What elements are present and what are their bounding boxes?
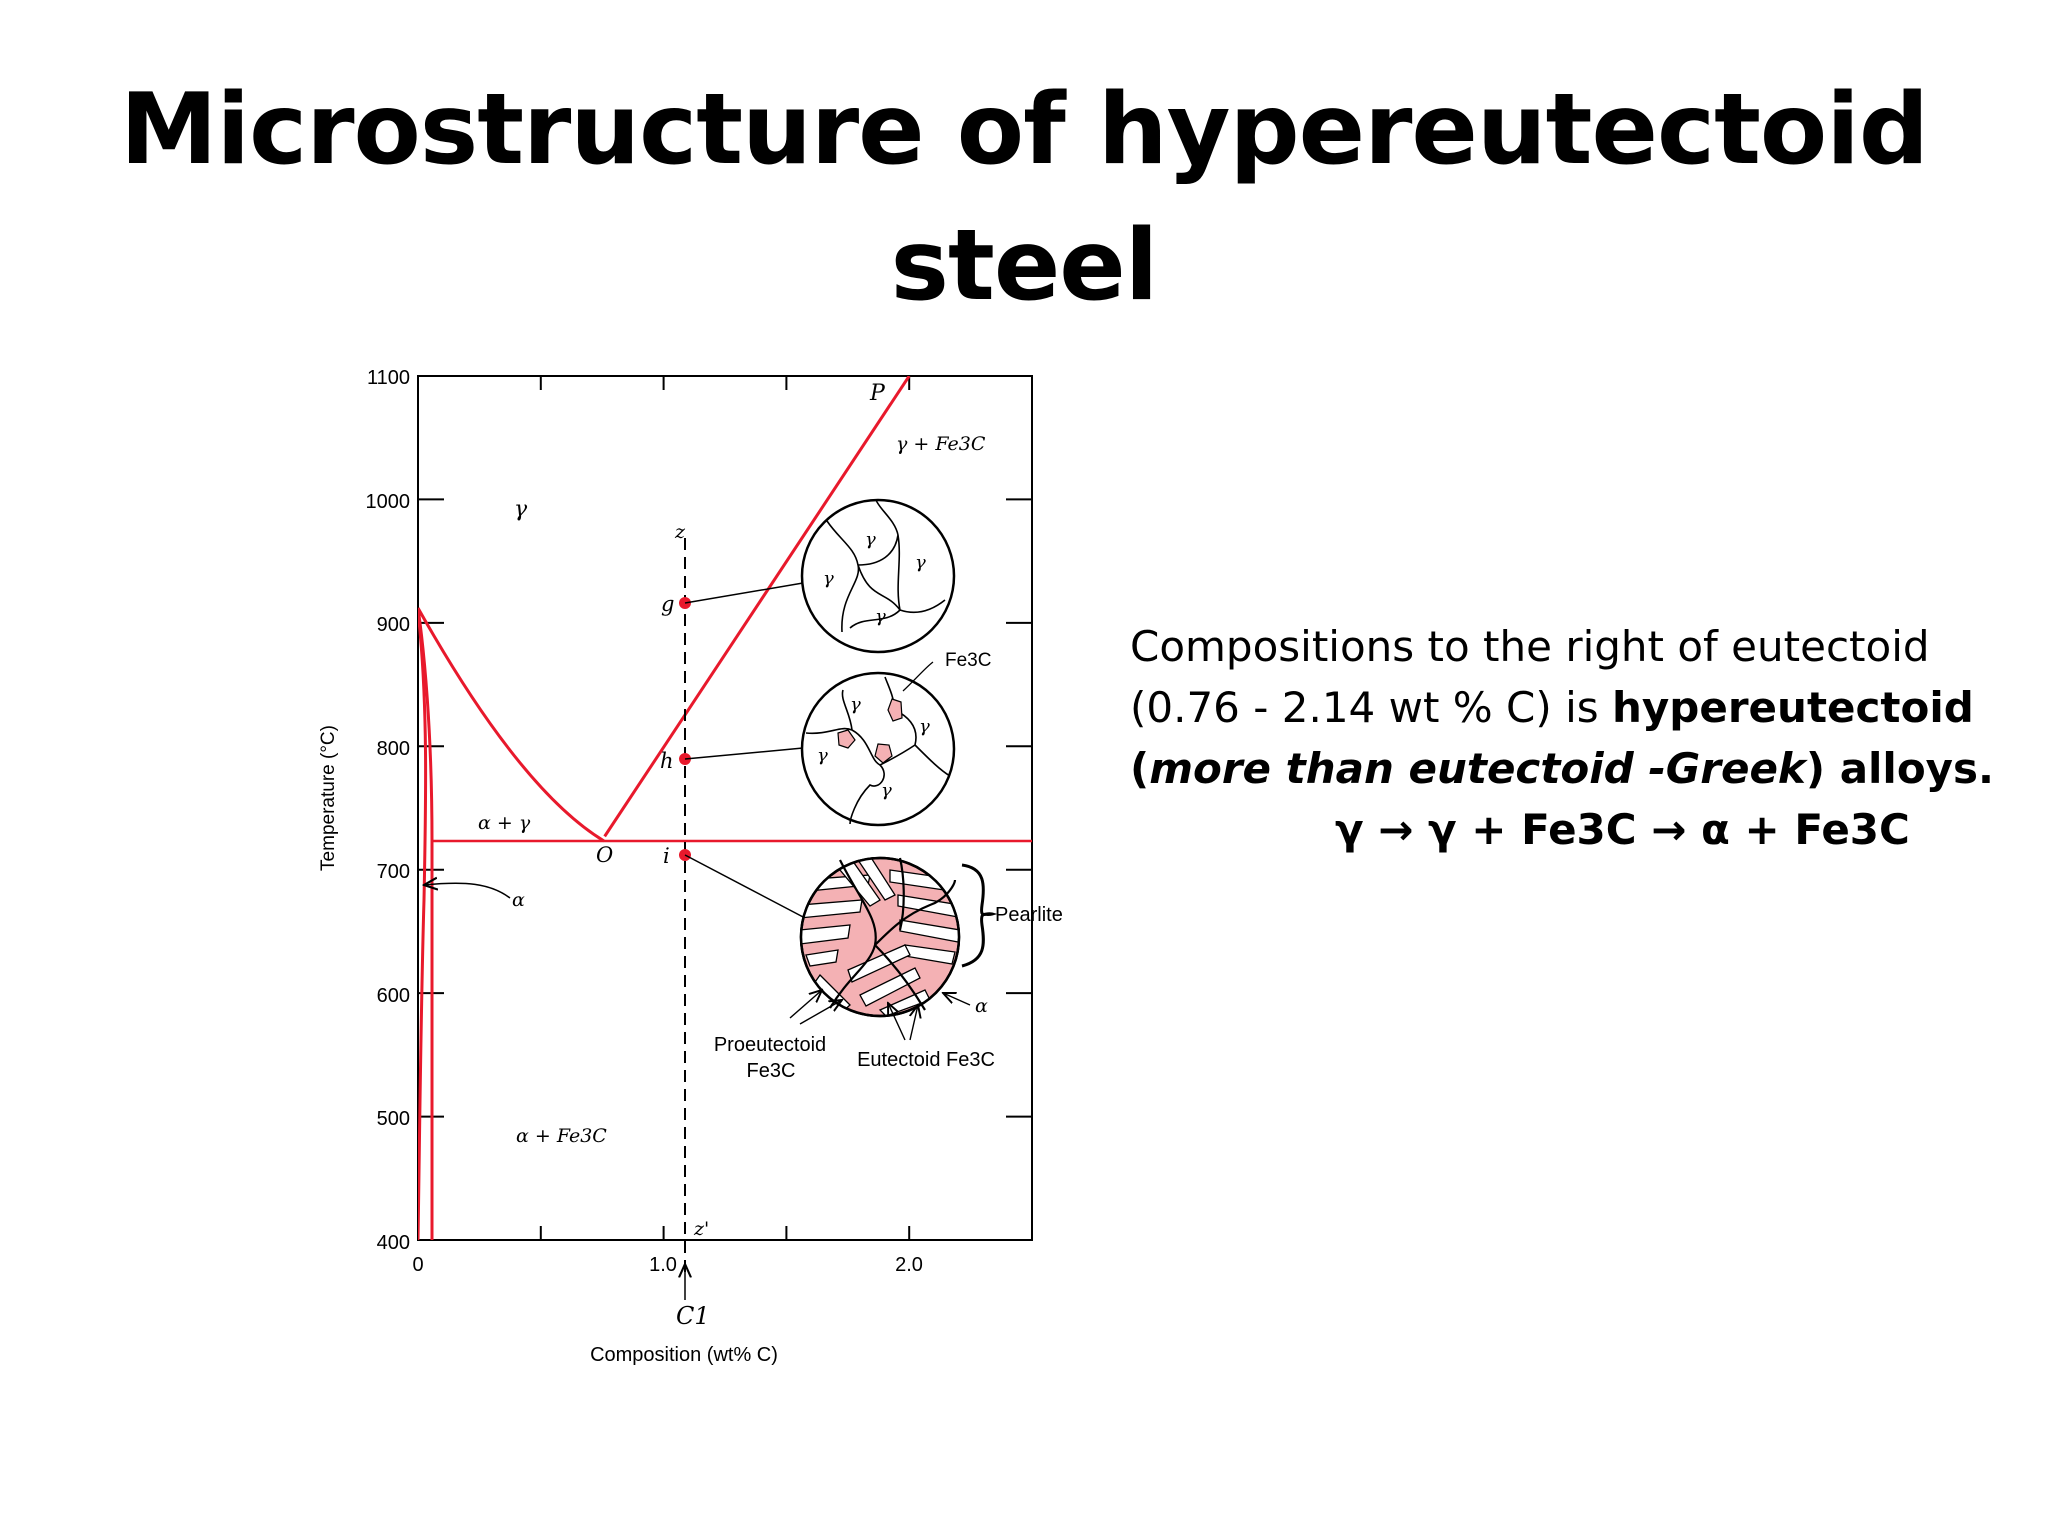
proeutectoid-arrow-2 <box>799 1000 842 1025</box>
description-text: Compositions to the right of eutectoid (… <box>1130 616 2030 860</box>
proeutectoid-label: Proeutectoid <box>714 1034 826 1056</box>
z-label: z <box>674 521 686 543</box>
x-tick-labels: 0 1.0 2.0 <box>412 1254 922 1276</box>
x-tick-label: 2.0 <box>895 1254 923 1276</box>
x-axis-label: Composition (wt% C) <box>590 1344 778 1366</box>
eutectoid-arrow-1 <box>888 1003 906 1041</box>
alpha-pointer-arrow <box>424 883 511 899</box>
grain-label: γ <box>915 552 926 573</box>
region-gamma: γ <box>514 497 528 522</box>
label-h: h <box>660 749 674 773</box>
proeutectoid-arrow-1 <box>789 990 822 1019</box>
pearlite-brace <box>961 863 998 968</box>
eutectoid-point-label: O <box>596 843 613 867</box>
c1-label: C1 <box>676 1302 710 1330</box>
x-tick-label: 0 <box>412 1254 423 1276</box>
grain-label: γ <box>823 568 834 589</box>
point-p-label: P <box>869 381 886 406</box>
plot-frame <box>417 375 1033 1241</box>
label-i: i <box>663 844 670 868</box>
alpha-phase-arrow <box>943 993 971 1006</box>
y-tick-label: 500 <box>377 1108 410 1130</box>
gamma-alpha-boundary <box>418 607 605 843</box>
leader-line-h <box>684 747 804 760</box>
grain-label: γ <box>919 716 930 737</box>
microstructure-austenite: γ γ γ γ <box>800 498 956 654</box>
gamma-acm-boundary <box>603 376 911 838</box>
y-tick-label: 600 <box>377 985 410 1007</box>
paren-open: ( <box>1130 744 1150 793</box>
title-line-1: Microstructure of hypereutectoid <box>120 73 1929 187</box>
eutectoid-arrow-2 <box>910 1005 918 1041</box>
z-prime-label: z' <box>693 1218 709 1240</box>
y-tick-label: 900 <box>377 614 410 636</box>
greek-meaning: more than eutectoid -Greek <box>1149 744 1806 793</box>
leader-line-i <box>684 854 806 919</box>
description-line-2: (0.76 - 2.14 wt % C) is hypereutectoid <box>1130 677 2030 738</box>
region-gamma-fe3c: γ + Fe3C <box>896 433 986 455</box>
leader-line-g <box>684 582 804 604</box>
description-line-3: (more than eutectoid -Greek) alloys. <box>1130 738 2030 799</box>
y-tick-label: 400 <box>377 1232 410 1254</box>
eutectoid-fe3c-label: Eutectoid Fe3C <box>857 1049 995 1071</box>
grain-label: γ <box>875 606 886 627</box>
axis-ticks <box>418 375 1032 1241</box>
grain-label: γ <box>865 529 876 550</box>
y-tick-label: 800 <box>377 738 410 760</box>
microstructure-proeutectoid: Fe3C γ γ γ γ <box>800 650 991 827</box>
grain-label: γ <box>817 745 828 766</box>
y-tick-labels: 1100 1000 900 800 700 600 500 400 <box>366 367 411 1254</box>
composition-range: (0.76 - 2.14 wt % C) is <box>1130 683 1613 732</box>
pearlite-annotation: Pearlite <box>995 904 1063 926</box>
proeutectoid-fe3c-label: Fe3C <box>747 1060 796 1082</box>
grain-label: γ <box>850 694 861 715</box>
y-tick-label: 700 <box>377 861 410 883</box>
slide-title: Microstructure of hypereutectoid steel <box>0 62 2048 334</box>
y-tick-label: 1100 <box>367 367 410 389</box>
region-alpha-gamma: α + γ <box>478 812 531 834</box>
label-g: g <box>661 592 674 616</box>
title-line-2: steel <box>890 209 1159 323</box>
microstructure-pearlite <box>799 856 961 1018</box>
x-tick-label: 1.0 <box>649 1254 677 1276</box>
alpha-label: α <box>512 889 525 911</box>
phase-reaction: γ → γ + Fe3C → α + Fe3C <box>1335 805 1910 854</box>
y-tick-label: 1000 <box>366 491 411 513</box>
y-axis-label: Temperature (°C) <box>318 725 339 871</box>
alpha-solvus-left <box>418 611 428 1240</box>
hypereutectoid-term: hypereutectoid <box>1612 683 1974 732</box>
description-line-1: Compositions to the right of eutectoid <box>1130 622 1930 671</box>
fe3c-annotation: Fe3C <box>945 650 991 671</box>
phase-boundaries <box>418 376 1032 1240</box>
pearlite-alpha-label: α <box>975 995 988 1017</box>
alloys-term: ) alloys. <box>1805 744 1995 793</box>
grain-label: γ <box>881 780 892 801</box>
region-alpha-fe3c: α + Fe3C <box>516 1125 607 1147</box>
